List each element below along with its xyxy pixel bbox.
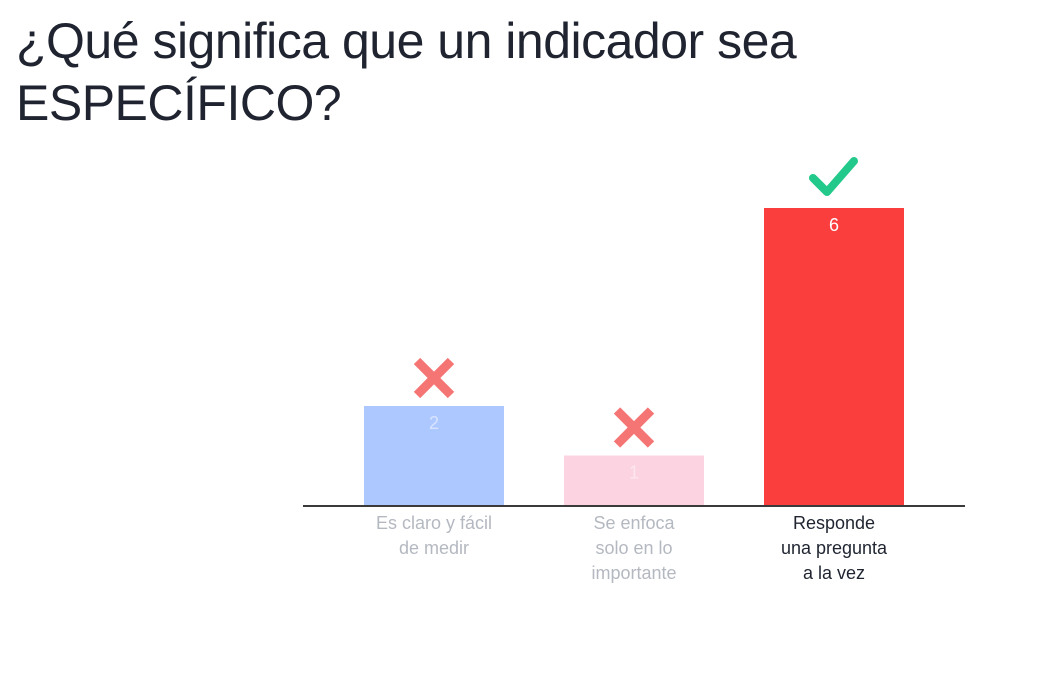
category-label: Responde una pregunta a la vez <box>780 513 888 583</box>
data-label: 2 <box>429 413 439 433</box>
check-icon <box>809 157 858 196</box>
category-label: Es claro y fácil de medir <box>375 513 493 558</box>
data-label: 6 <box>829 215 839 235</box>
title-line-2: ESPECÍFICO? <box>16 75 342 131</box>
cross-icon <box>613 407 655 448</box>
category-label: Se enfoca solo en lo importante <box>591 513 677 583</box>
slide-title: ¿Qué significa que un indicador sea ESPE… <box>16 10 1016 134</box>
bar <box>764 208 904 505</box>
title-line-1: ¿Qué significa que un indicador sea <box>16 13 797 69</box>
bar <box>364 406 504 505</box>
bar <box>564 455 704 505</box>
data-label: 1 <box>629 463 639 483</box>
cross-icon <box>413 357 455 399</box>
